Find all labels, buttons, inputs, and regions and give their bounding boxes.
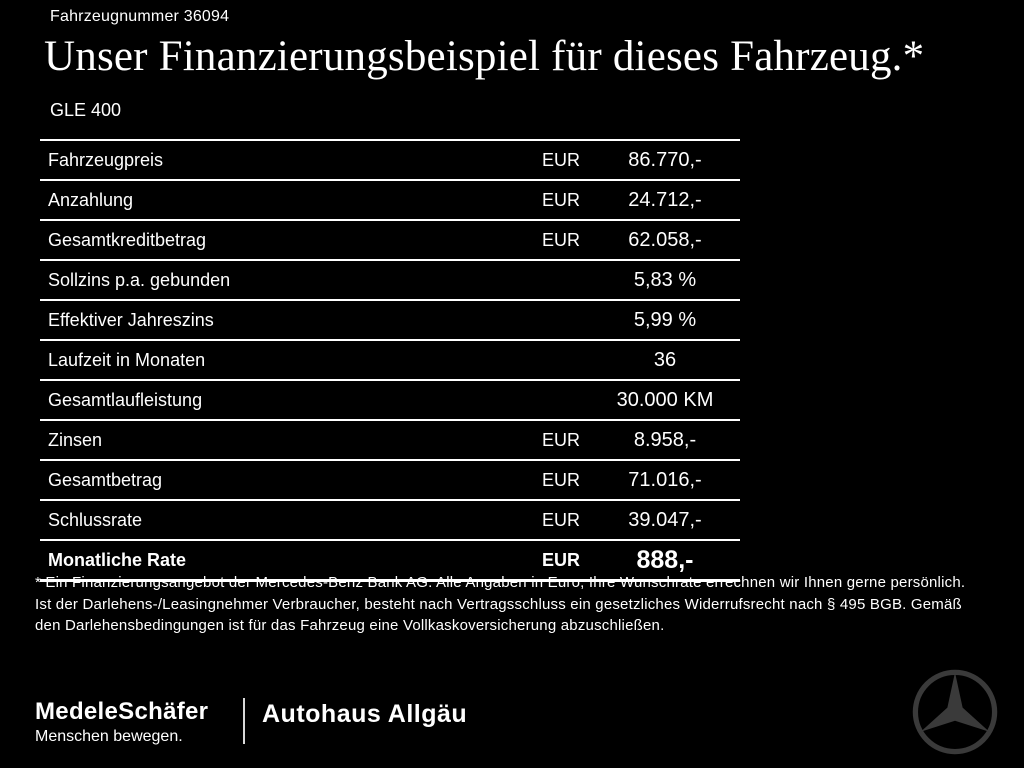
row-value: 30.000 KM — [616, 388, 714, 411]
row-label: Effektiver Jahreszins — [48, 309, 214, 330]
row-currency: EUR — [542, 229, 581, 250]
table-row: Schlussrate EUR 39.047,- — [40, 499, 740, 539]
row-currency: EUR — [542, 549, 581, 570]
row-value: 71.016,- — [628, 468, 702, 491]
row-label: Zinsen — [48, 429, 103, 450]
vehicle-model: GLE 400 — [50, 100, 122, 120]
table-row: Monatliche Rate EUR 888,- — [40, 539, 740, 579]
table-row: Gesamtlaufleistung 30.000 KM — [40, 379, 740, 419]
row-value: 86.770,- — [628, 148, 702, 171]
row-label: Sollzins p.a. gebunden — [48, 269, 231, 290]
row-currency: EUR — [542, 509, 581, 530]
row-value: 62.058,- — [628, 228, 702, 251]
mercedes-star-icon — [912, 669, 998, 755]
footer-divider — [243, 698, 245, 744]
row-label: Gesamtlaufleistung — [48, 389, 203, 410]
dealer-tagline: Menschen bewegen. — [35, 728, 183, 745]
footnote: * Ein Finanzierungsangebot der Mercedes-… — [35, 574, 966, 634]
table-row: Fahrzeugpreis EUR 86.770,- — [40, 139, 740, 179]
row-label: Gesamtkreditbetrag — [48, 229, 207, 250]
row-value: 5,99 % — [633, 308, 697, 331]
row-value: 36 — [653, 348, 677, 371]
table-row: Sollzins p.a. gebunden 5,83 % — [40, 259, 740, 299]
table-row: Laufzeit in Monaten 36 — [40, 339, 740, 379]
finance-table: Fahrzeugpreis EUR 86.770,- Anzahlung EUR 24.7… — [40, 139, 740, 582]
row-value: 8.958,- — [633, 428, 697, 451]
row-currency: EUR — [542, 429, 581, 450]
page-title: Unser Finanzierungsbeispiel für dieses F… — [44, 33, 925, 80]
row-label: Gesamtbetrag — [48, 469, 163, 490]
table-row: Gesamtkreditbetrag EUR 62.058,- — [40, 219, 740, 259]
row-currency: EUR — [542, 469, 581, 490]
row-label: Schlussrate — [48, 509, 143, 530]
row-currency: EUR — [542, 189, 581, 210]
row-label: Monatliche Rate — [48, 549, 187, 570]
row-label: Anzahlung — [48, 189, 134, 210]
dealer-logo-medele-schaefer: MedeleSchäfer — [35, 698, 209, 725]
row-value: 24.712,- — [628, 188, 702, 211]
dealer-logo-autohaus-allgaeu: Autohaus Allgäu — [262, 700, 468, 728]
row-value: 39.047,- — [628, 508, 702, 531]
footer: MedeleSchäfer Menschen bewegen. Autohaus… — [0, 660, 1024, 768]
vehicle-number: Fahrzeugnummer 36094 — [50, 8, 230, 25]
table-row: Effektiver Jahreszins 5,99 % — [40, 299, 740, 339]
row-value: 5,83 % — [633, 268, 697, 291]
table-row: Anzahlung EUR 24.712,- — [40, 179, 740, 219]
table-row: Zinsen EUR 8.958,- — [40, 419, 740, 459]
row-value: 888,- — [636, 545, 694, 574]
row-label: Laufzeit in Monaten — [48, 349, 206, 370]
table-row: Gesamtbetrag EUR 71.016,- — [40, 459, 740, 499]
row-currency: EUR — [542, 149, 581, 170]
row-label: Fahrzeugpreis — [48, 149, 164, 170]
